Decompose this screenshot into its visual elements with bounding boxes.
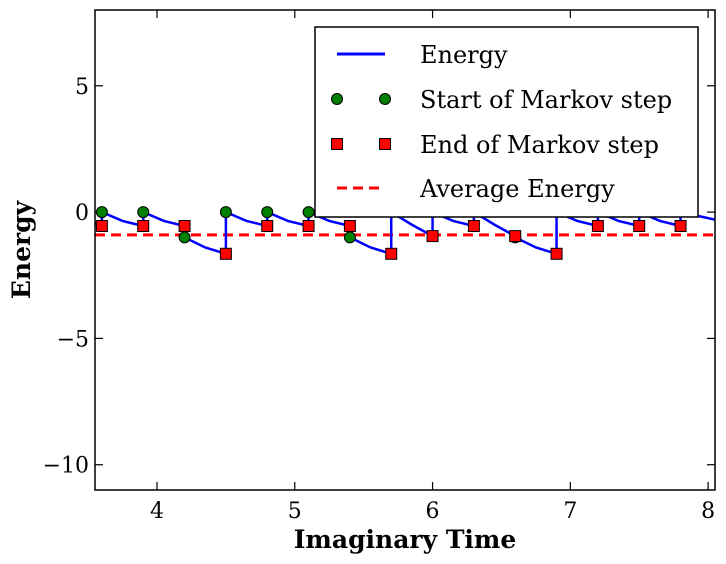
end-marker [633,220,646,232]
plot-frame [94,9,716,491]
end-marker [591,220,604,232]
end-marker [426,230,439,243]
x-axis-label: Imaginary Time [294,525,517,554]
end-marker [137,220,150,232]
y-tick-label: −10 [43,454,89,479]
start-marker [178,231,191,244]
end-marker [467,220,480,232]
legend: Energy Start of Markov step End of Marko… [314,26,699,218]
start-marker [261,206,274,219]
start-marker [137,206,150,219]
legend-start-label: Start of Markov step [420,86,672,114]
end-marker [509,230,522,243]
legend-end-marker [331,138,343,150]
end-marker [302,220,315,232]
legend-item-start: Start of Markov step [331,86,672,114]
legend-start-marker [379,93,391,105]
x-tick-label: 4 [150,499,164,524]
legend-box [314,26,699,218]
legend-end-label: End of Markov step [420,131,659,159]
end-marker [95,220,108,232]
legend-start-marker [331,93,343,105]
legend-average-label: Average Energy [419,175,615,203]
plot-area [95,206,715,260]
end-markers [95,220,687,260]
y-tick-label: 0 [75,201,89,226]
end-marker [178,220,191,232]
end-marker [261,220,274,232]
legend-end-marker [379,138,391,150]
legend-energy-label: Energy [420,41,508,69]
y-tick-label: 5 [75,75,89,100]
legend-item-end: End of Markov step [331,131,659,159]
start-marker [95,206,108,219]
x-tick-label: 7 [563,499,577,524]
x-tick-label: 6 [426,499,440,524]
x-tick-label: 8 [701,499,715,524]
y-tick-label: −5 [57,327,89,352]
legend-item-average: Average Energy [337,175,615,203]
y-axis-label: Energy [7,199,36,299]
start-marker [219,206,232,219]
x-tick-label: 5 [288,499,302,524]
end-marker [674,220,687,232]
x-axis-ticks: 4 5 6 7 8 [150,10,715,524]
start-marker [302,206,315,219]
legend-item-energy: Energy [337,41,508,69]
y-axis-ticks: −10 −5 0 5 [43,75,715,479]
end-marker [219,247,232,260]
end-marker [343,220,356,232]
end-marker [385,247,398,260]
end-marker [550,247,563,260]
start-marker [343,231,356,244]
